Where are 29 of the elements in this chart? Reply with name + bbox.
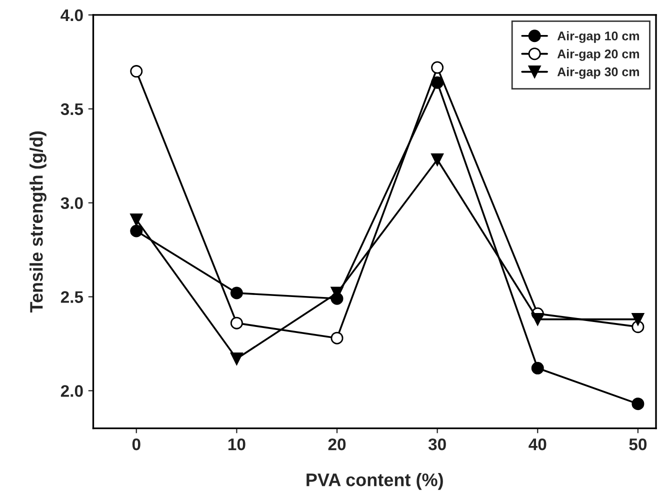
point: [431, 61, 444, 74]
point: [330, 332, 344, 344]
y-tick-label: 3.5: [60, 103, 84, 116]
y-tick-label: 3.0: [60, 197, 83, 210]
point: [130, 224, 143, 238]
point: [632, 313, 644, 326]
x-tick-label: 10: [228, 438, 246, 450]
point: [230, 316, 243, 330]
x-tick-label: 40: [528, 438, 546, 450]
x-tick-label: 20: [328, 438, 346, 450]
x-axis-title: PVA content (%): [306, 472, 443, 490]
point: [130, 65, 143, 78]
x-tick-label: 50: [629, 438, 647, 450]
legend-label: Air-gap 20 cm: [557, 49, 639, 61]
point: [531, 313, 544, 326]
point: [230, 352, 243, 366]
legend-label: Air-gap 30 cm: [557, 67, 639, 79]
y-axis-title: Tensile strength (g/d): [30, 131, 46, 313]
point: [531, 362, 544, 374]
point: [230, 286, 243, 300]
x-tick-label: 0: [132, 438, 140, 450]
y-tick-label: 2.5: [60, 291, 84, 303]
point: [431, 153, 444, 166]
y-tick-label: 4.0: [60, 9, 83, 22]
point: [130, 213, 143, 226]
point: [632, 398, 644, 410]
y-tick-label: 2.0: [60, 385, 83, 397]
x-tick-label: 30: [428, 438, 446, 450]
legend-label: Air-gap 10 cm: [557, 31, 639, 43]
